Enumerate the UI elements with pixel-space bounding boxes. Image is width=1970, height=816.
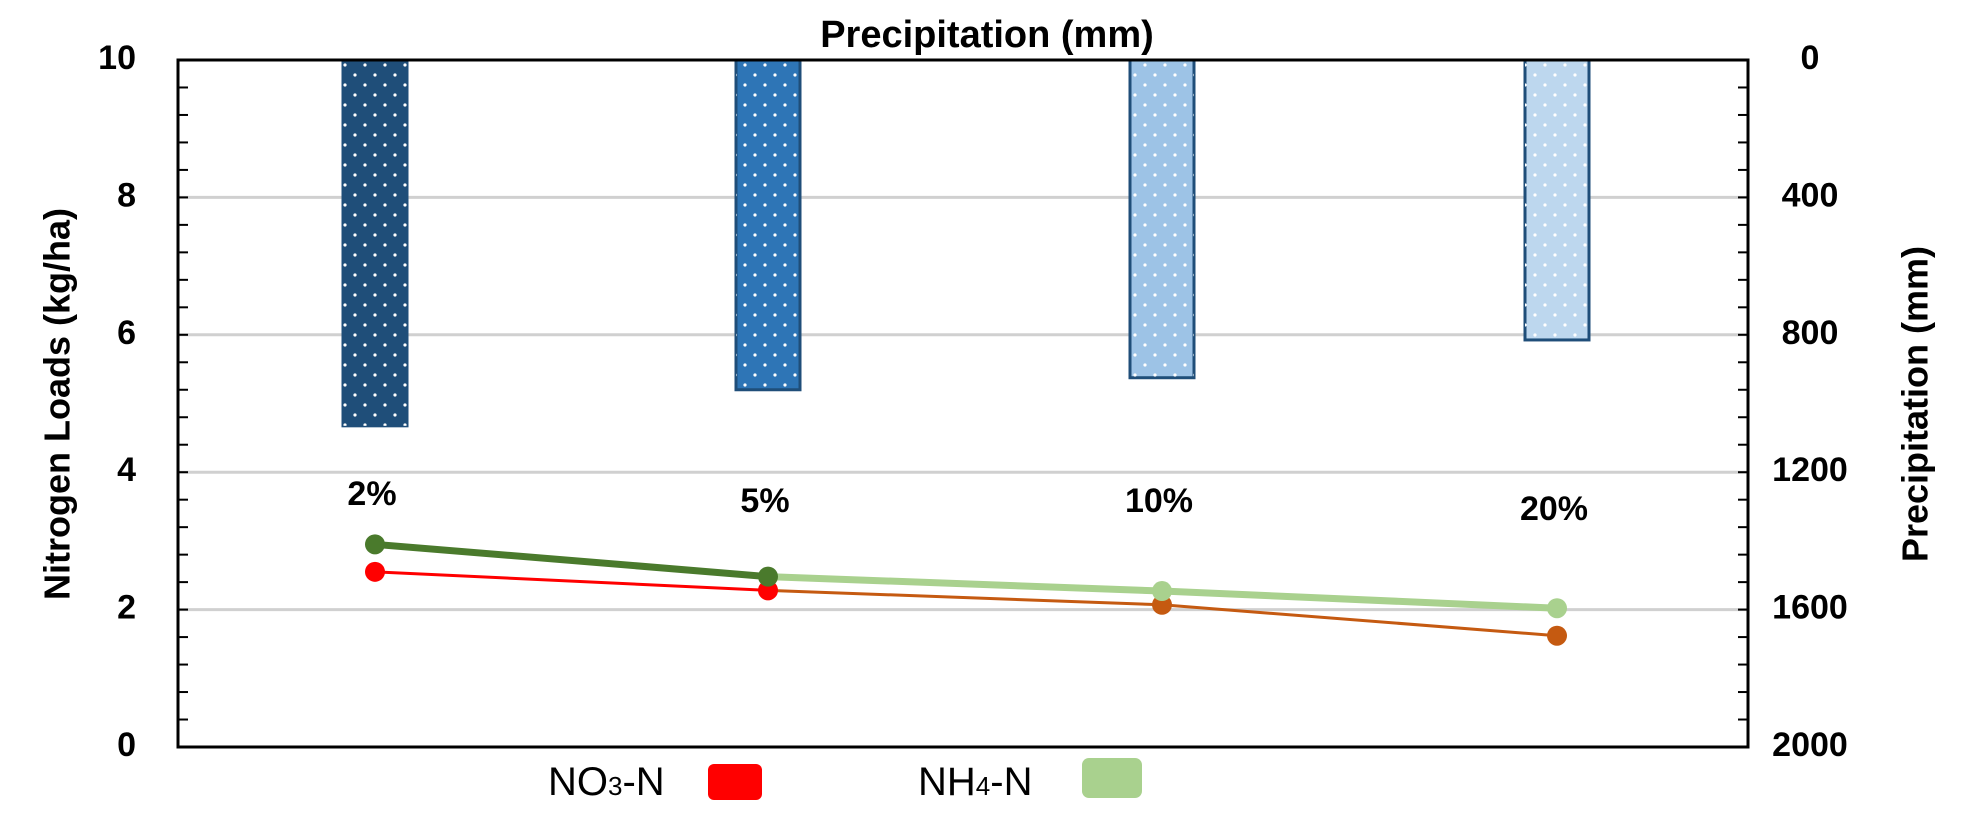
category-label-5%: 5%: [740, 482, 789, 520]
right-tick-label: 400: [1782, 176, 1839, 214]
plot-frame: [176, 58, 1750, 749]
series-nh4-segment: [764, 573, 1166, 595]
series-nh4-segment: [371, 540, 772, 581]
left-tick-label: 4: [117, 451, 136, 489]
series-no3-point-20%: [1547, 625, 1567, 646]
series-no3-segment: [373, 570, 770, 592]
series-no3-segment: [766, 588, 1164, 607]
precip-bar-pattern-10%: [1130, 60, 1194, 378]
left-axis-title: Nitrogen Loads (kg/ha): [37, 208, 78, 600]
precip-bar-pattern-2%: [343, 60, 407, 426]
right-tick-label: 1200: [1772, 451, 1848, 489]
chart-title: Precipitation (mm): [820, 14, 1154, 56]
series-nh4-segment: [1158, 587, 1561, 612]
right-tick-label: 0: [1801, 39, 1820, 77]
precip-bar-pattern-20%: [1525, 60, 1589, 340]
left-axis-ticks: 0 2 4 6 8 10: [98, 39, 136, 764]
legend-label-no3: NO3-N: [548, 760, 665, 804]
legend-label-nh4: NH4-N: [918, 760, 1032, 804]
right-axis-ticks: 0 400 800 1200 1600 2000: [1772, 39, 1848, 764]
right-tick-label: 2000: [1772, 726, 1848, 764]
gridlines: [178, 58, 1748, 749]
series-lines: [365, 534, 1567, 646]
right-axis-title: Precipitation (mm): [1895, 246, 1936, 562]
right-tick-label: 1600: [1772, 589, 1848, 627]
category-label-10%: 10%: [1125, 482, 1193, 520]
series-no3-point-10%: [1152, 594, 1172, 615]
legend-swatch-no3: [708, 764, 762, 800]
left-tick-label: 2: [117, 589, 136, 627]
category-labels: 2% 5% 10% 20%: [347, 475, 1588, 528]
category-label-2%: 2%: [347, 475, 396, 513]
series-nh4-point-20%: [1547, 598, 1567, 619]
left-tick-label: 6: [117, 314, 136, 352]
legend: NO3-N NH4-N: [548, 758, 1142, 804]
left-tick-label: 10: [98, 39, 136, 77]
series-no3-point-2%: [365, 561, 385, 582]
precip-bar-pattern-5%: [736, 60, 800, 390]
precipitation-bars: [341, 58, 1591, 428]
series-no3-segment: [1160, 603, 1559, 638]
series-no3-point-5%: [758, 580, 778, 601]
left-tick-label: 0: [117, 726, 136, 764]
right-tick-label: 800: [1782, 314, 1839, 352]
left-tick-label: 8: [117, 176, 136, 214]
legend-swatch-nh4: [1082, 758, 1142, 798]
minor-ticks: [178, 59, 1748, 748]
series-nh4-point-5%: [758, 566, 778, 587]
series-nh4-point-10%: [1152, 581, 1172, 602]
category-label-20%: 20%: [1520, 490, 1588, 528]
series-nh4-point-2%: [365, 534, 385, 555]
